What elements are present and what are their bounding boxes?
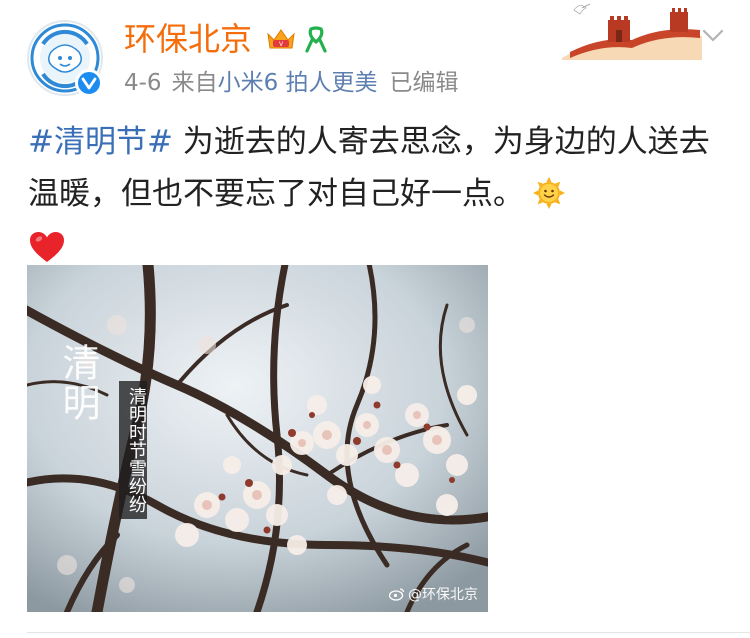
image-watermark: @环保北京 <box>389 584 478 604</box>
post-image[interactable]: 清明 清明时节雪纷纷 @环保北京 <box>27 265 488 612</box>
weibo-logo-icon <box>389 588 405 601</box>
source-prefix: 来自 <box>171 70 218 96</box>
red-heart-icon <box>28 228 66 262</box>
avatar[interactable] <box>27 20 103 96</box>
great-wall-icon <box>562 0 702 60</box>
chevron-down-icon[interactable] <box>702 28 724 42</box>
watermark-text: @环保北京 <box>408 587 478 603</box>
sun-smile-icon <box>532 174 566 209</box>
edited-label[interactable]: 已编辑 <box>389 70 459 96</box>
image-caption: 清明时节雪纷纷 <box>119 381 147 519</box>
divider <box>27 632 750 633</box>
source-device-link[interactable]: 小米6 拍人更美 <box>217 70 378 96</box>
blossom-photo <box>27 265 488 612</box>
svg-text:V: V <box>279 41 284 48</box>
post-date: 4-6 <box>124 70 162 96</box>
post-body: 为逝去的人寄去思念，为身边的人送去温暖，但也不要忘了对自己好一点。 <box>28 124 710 212</box>
verified-v-icon <box>75 69 103 97</box>
post-text: #清明节# 为逝去的人寄去思念，为身边的人送去温暖，但也不要忘了对自己好一点。 <box>28 116 728 262</box>
username[interactable]: 环保北京 <box>124 20 253 58</box>
image-title: 清明 <box>56 343 100 423</box>
ribbon-icon[interactable] <box>302 26 330 54</box>
vip-crown-icon[interactable]: V <box>265 26 297 54</box>
topic-link[interactable]: #清明节# <box>28 124 173 160</box>
post-meta: 4-6 来自小米6 拍人更美 已编辑 <box>124 66 459 100</box>
